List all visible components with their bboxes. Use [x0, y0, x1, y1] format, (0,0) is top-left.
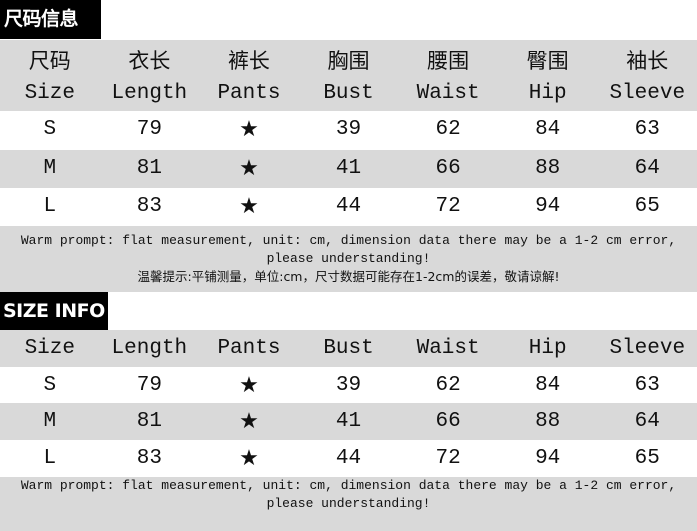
table-cell: 41 [335, 157, 362, 180]
table-cell: S [43, 118, 57, 141]
column-header-zh: 裤长 [227, 49, 270, 73]
column-header-en: Bust [323, 82, 374, 105]
column-header-zh: 腰围 [427, 49, 470, 73]
column-header-en: Pants [217, 337, 281, 360]
column-header-en: Hip [528, 82, 567, 105]
column-header-en: Size [24, 82, 75, 105]
table-cell: 44 [335, 447, 362, 470]
table2-note: Warm prompt: flat measurement, unit: cm,… [0, 477, 697, 531]
table-cell: 62 [435, 374, 461, 397]
column-header-en: Waist [416, 337, 480, 360]
star-icon: ★ [239, 156, 259, 181]
column-header-zh: 衣长 [128, 49, 171, 73]
table1-note: Warm prompt: flat measurement, unit: cm,… [0, 226, 697, 292]
table-row: S 79 ★ 39 62 84 63 [0, 111, 697, 149]
table-cell: 64 [634, 157, 660, 180]
column-header-en: Sleeve [609, 82, 686, 105]
note-en: Warm prompt: flat measurement, unit: cm,… [20, 478, 677, 511]
star-icon: ★ [239, 446, 259, 471]
table-cell: 39 [335, 374, 362, 397]
table-cell: 94 [535, 447, 561, 470]
table-cell: L [43, 447, 57, 470]
table-row: S 79 ★ 39 62 84 63 [0, 367, 697, 404]
column-header-zh: 胸围 [327, 49, 370, 73]
size-info-title-zh: 尺码信息 [0, 0, 101, 39]
star-icon: ★ [239, 373, 259, 398]
column-header-en: Sleeve [609, 337, 686, 360]
table-cell: 84 [535, 374, 561, 397]
size-info-title-en: SIZE INFO [0, 292, 108, 330]
table-cell: 84 [535, 118, 561, 141]
star-icon: ★ [239, 117, 259, 142]
table-cell: 79 [136, 118, 162, 141]
column-header-en: Length [111, 82, 188, 105]
table-cell: L [43, 195, 57, 218]
table-cell: 65 [634, 447, 660, 470]
star-icon: ★ [239, 409, 259, 434]
table-cell: 63 [634, 374, 660, 397]
column-header-en: Hip [528, 337, 567, 360]
column-header-zh: 臀围 [526, 49, 569, 73]
table-cell: M [43, 157, 57, 180]
table-cell: 83 [136, 195, 162, 218]
note-en: Warm prompt: flat measurement, unit: cm,… [20, 233, 677, 266]
table-cell: 81 [136, 410, 162, 433]
column-header-en: Waist [416, 82, 480, 105]
table-row: L 83 ★ 44 72 94 65 [0, 440, 697, 477]
table-cell: 41 [335, 410, 362, 433]
table2-header: Size Length Pants Bust Waist Hip Sleeve [0, 330, 697, 367]
table-cell: 94 [535, 195, 561, 218]
column-header-zh: 袖长 [626, 49, 669, 73]
table-row: M 81 ★ 41 66 88 64 [0, 150, 697, 188]
table-row: M 81 ★ 41 66 88 64 [0, 403, 697, 440]
table-cell: 88 [535, 157, 561, 180]
table-cell: 63 [634, 118, 660, 141]
table-cell: 65 [634, 195, 660, 218]
table-cell: 44 [335, 195, 362, 218]
table1-header: 尺码 衣长 裤长 胸围 腰围 臀围 袖长 Size Length Pants Bust Waist H… [0, 40, 697, 111]
table-cell: 64 [634, 410, 660, 433]
column-header-en: Length [111, 337, 188, 360]
table-cell: 79 [136, 374, 162, 397]
table-cell: 72 [435, 447, 461, 470]
table-cell: 81 [136, 157, 162, 180]
table-cell: S [43, 374, 57, 397]
table-cell: 72 [435, 195, 461, 218]
table-cell: 66 [435, 157, 461, 180]
note-zh: 温馨提示:平铺测量，单位:cm，尺寸数据可能存在1-2cm的误差，敬请谅解! [137, 269, 560, 284]
table-cell: 66 [435, 410, 461, 433]
column-header-en: Pants [217, 82, 281, 105]
column-header-en: Size [24, 337, 75, 360]
table-cell: 83 [136, 447, 162, 470]
star-icon: ★ [239, 194, 259, 219]
column-header-en: Bust [323, 337, 374, 360]
column-header-zh: 尺码 [28, 49, 71, 73]
table-cell: 62 [435, 118, 461, 141]
table-cell: M [43, 410, 57, 433]
table-cell: 39 [335, 118, 362, 141]
table-row: L 83 ★ 44 72 94 65 [0, 188, 697, 226]
table-cell: 88 [535, 410, 561, 433]
